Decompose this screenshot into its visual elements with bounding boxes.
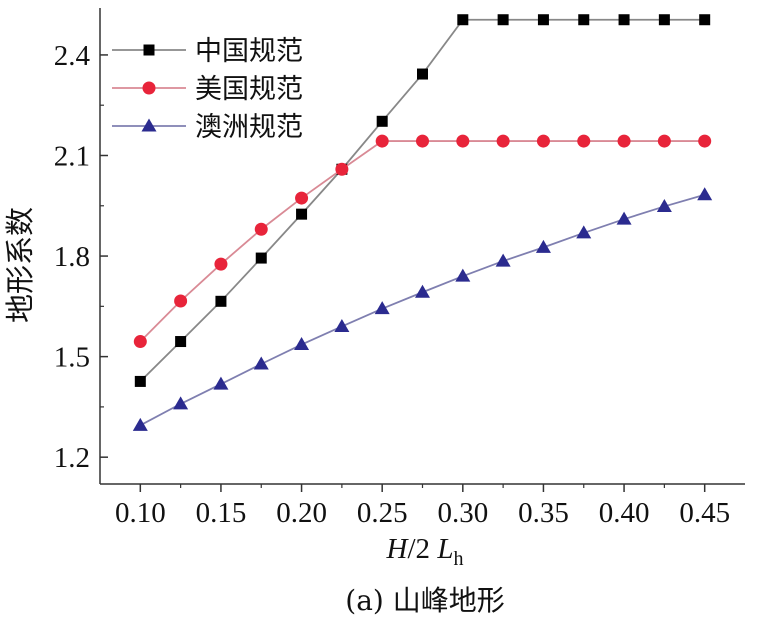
x-tick-label: 0.20	[276, 497, 327, 529]
data-point	[417, 68, 428, 80]
y-tick-label: 1.2	[54, 442, 90, 474]
x-tick-label: 0.25	[357, 497, 408, 529]
series-line	[139, 193, 705, 427]
data-point	[578, 14, 590, 26]
data-point	[496, 134, 510, 148]
figure-caption: (a) 山峰地形	[345, 584, 504, 617]
data-point	[173, 396, 189, 410]
series-circle	[133, 134, 712, 349]
data-point	[656, 198, 672, 212]
data-point	[134, 375, 146, 387]
data-point	[657, 134, 671, 148]
data-point	[215, 295, 227, 307]
x-axis-title: H/2 Lh	[386, 533, 464, 570]
data-point	[295, 191, 309, 205]
legend-marker	[143, 44, 155, 56]
data-point	[495, 253, 511, 267]
x-axis-title-var-h: H	[386, 533, 410, 565]
legend-label: 中国规范	[195, 36, 303, 67]
x-axis-title-var-l: L	[436, 533, 453, 565]
x-tick-label: 0.45	[679, 497, 730, 529]
legend-marker	[142, 81, 156, 95]
data-point	[577, 134, 591, 148]
series-triangle	[132, 187, 713, 431]
data-point	[697, 187, 713, 201]
data-point	[699, 14, 711, 26]
data-point	[254, 222, 268, 236]
y-tick-label: 1.8	[54, 241, 90, 273]
legend-marker	[141, 118, 157, 132]
data-point	[698, 134, 712, 148]
data-point	[255, 252, 267, 264]
x-tick-label: 0.40	[599, 497, 650, 529]
data-point	[296, 208, 308, 220]
data-point	[658, 14, 670, 26]
data-point	[456, 134, 470, 148]
data-point	[133, 335, 147, 349]
data-point	[617, 134, 631, 148]
data-point	[415, 284, 430, 298]
data-point	[374, 301, 390, 315]
data-point	[335, 162, 349, 176]
legend-label: 澳洲规范	[195, 112, 303, 143]
data-point	[375, 134, 389, 148]
legend-label: 美国规范	[195, 74, 303, 105]
y-axis-ticks: 1.2 1.5 1.8 2.1 2.4	[54, 40, 108, 474]
data-point	[535, 239, 551, 253]
data-point	[537, 14, 549, 26]
data-point	[497, 14, 509, 26]
data-point	[294, 337, 310, 351]
x-axis-ticks: 0.10 0.15 0.20 0.25 0.30 0.35 0.40 0.45	[115, 484, 730, 529]
data-point	[175, 336, 187, 348]
x-tick-label: 0.10	[115, 497, 166, 529]
y-tick-label: 2.1	[54, 140, 90, 172]
x-axis-title-middle: /2	[408, 533, 438, 565]
data-point	[132, 417, 148, 431]
legend-entry: 中国规范	[112, 36, 303, 67]
data-point	[334, 318, 350, 332]
series-square	[134, 14, 711, 387]
y-tick-label: 1.5	[54, 342, 90, 374]
x-tick-label: 0.30	[437, 497, 488, 529]
data-point	[214, 257, 228, 271]
data-point	[616, 211, 632, 225]
data-point	[536, 134, 550, 148]
data-point	[457, 14, 469, 26]
series-layer	[132, 14, 713, 431]
legend-entry: 澳洲规范	[112, 112, 303, 143]
data-point	[213, 376, 229, 390]
data-point	[618, 14, 630, 26]
x-axis-title-subscript: h	[453, 548, 463, 570]
data-point	[455, 268, 471, 282]
data-point	[376, 115, 388, 127]
y-axis-title: 地形系数	[4, 207, 37, 323]
data-point	[253, 356, 269, 370]
data-point	[174, 294, 188, 308]
x-tick-label: 0.35	[518, 497, 569, 529]
legend-entry: 美国规范	[112, 74, 303, 105]
y-tick-label: 2.4	[54, 40, 91, 72]
data-point	[576, 225, 592, 239]
data-point	[416, 134, 429, 148]
series-line	[139, 140, 705, 343]
x-tick-label: 0.15	[196, 497, 247, 529]
